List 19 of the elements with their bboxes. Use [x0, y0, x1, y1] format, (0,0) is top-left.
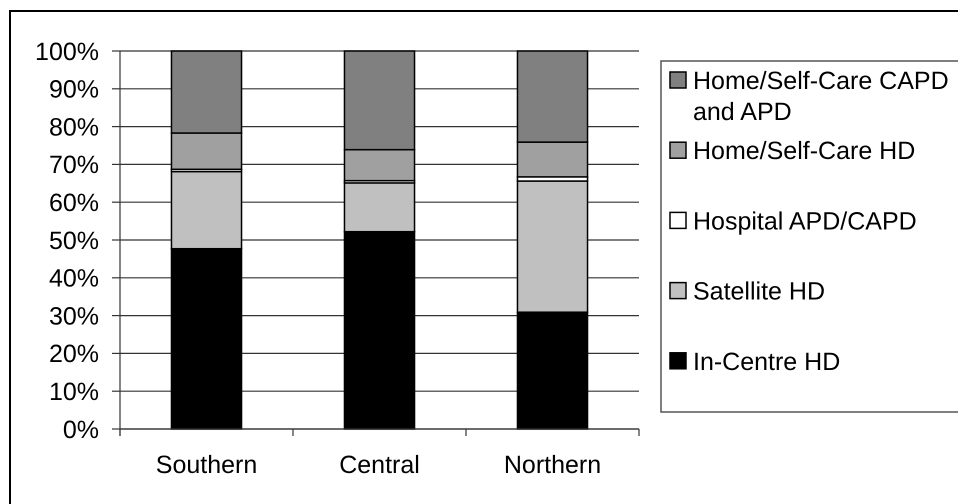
legend-label: In-Centre HD: [693, 348, 840, 376]
y-tick-label: 70%: [48, 151, 99, 180]
y-tick-label: 30%: [48, 302, 99, 330]
y-tick-label: 100%: [35, 38, 99, 66]
y-tick-label: 20%: [48, 340, 99, 368]
y-tick-label: 0%: [62, 416, 99, 444]
x-tick-label: Southern: [156, 451, 258, 479]
legend-label: Home/Self-Care CAPD and APD: [693, 67, 949, 126]
legend-label: Satellite HD: [693, 278, 825, 306]
legend-label: Hospital APD/CAPD: [693, 207, 917, 236]
y-tick-label: 60%: [48, 188, 99, 217]
x-tick-label: Central: [339, 451, 420, 479]
y-tick-label: 10%: [48, 378, 99, 406]
y-tick-label: 40%: [48, 264, 99, 293]
y-tick-label: 50%: [48, 226, 99, 255]
x-tick-label: Northern: [504, 451, 602, 479]
legend-label: Home/Self-Care HD: [693, 137, 916, 166]
y-tick-label: 90%: [48, 76, 99, 104]
y-tick-label: 80%: [48, 113, 99, 142]
